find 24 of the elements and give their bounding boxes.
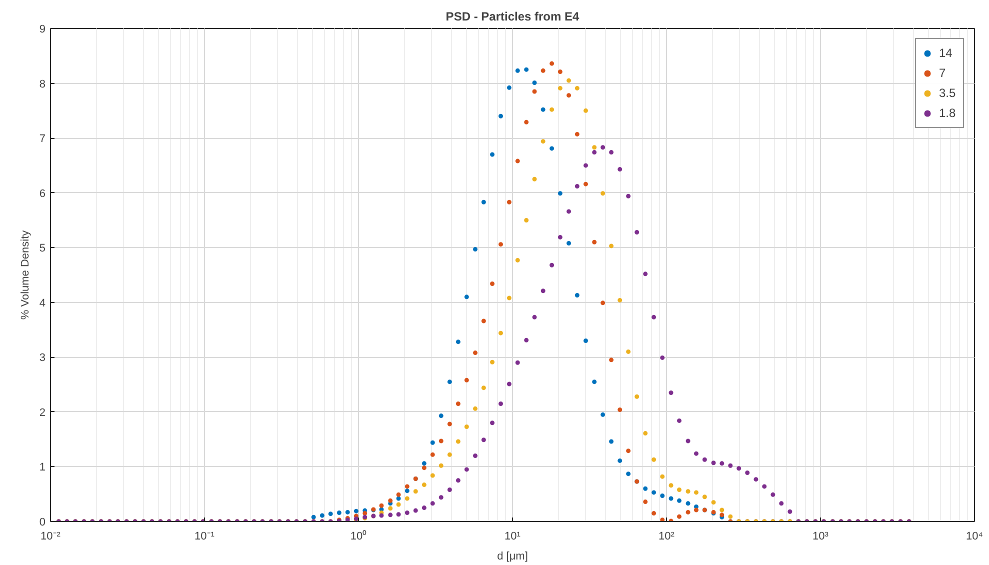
y-tick-label: 8 — [39, 78, 46, 90]
y-tick-label: 0 — [39, 516, 46, 528]
y-tick-label: 3 — [39, 352, 46, 364]
y-tick-label: 5 — [39, 242, 46, 255]
x-tick-label: 10⁰ — [350, 530, 367, 542]
x-tick-label: 10⁻² — [40, 530, 61, 542]
y-tick-label: 4 — [39, 297, 46, 310]
x-axis-title: d [μm] — [497, 550, 528, 562]
x-tick-label: 10¹ — [504, 530, 521, 542]
y-axis-title: % Volume Density — [19, 230, 32, 320]
y-tick-label: 6 — [39, 188, 46, 200]
y-tick-label: 2 — [39, 406, 46, 419]
legend-label: 7 — [939, 66, 947, 80]
y-tick-label: 7 — [39, 133, 46, 146]
y-tick-label: 9 — [39, 24, 46, 36]
legend-label: 14 — [939, 46, 954, 60]
legend-label: 1.8 — [939, 106, 957, 120]
x-tick-label: 10³ — [812, 530, 829, 542]
y-tick-label: 1 — [39, 462, 46, 474]
legend-label: 3.5 — [939, 86, 957, 100]
chart-title: PSD - Particles from E4 — [446, 10, 580, 24]
x-tick-label: 10⁻¹ — [194, 530, 215, 542]
x-tick-label: 10² — [658, 530, 675, 542]
x-tick-label: 10⁴ — [966, 530, 984, 542]
